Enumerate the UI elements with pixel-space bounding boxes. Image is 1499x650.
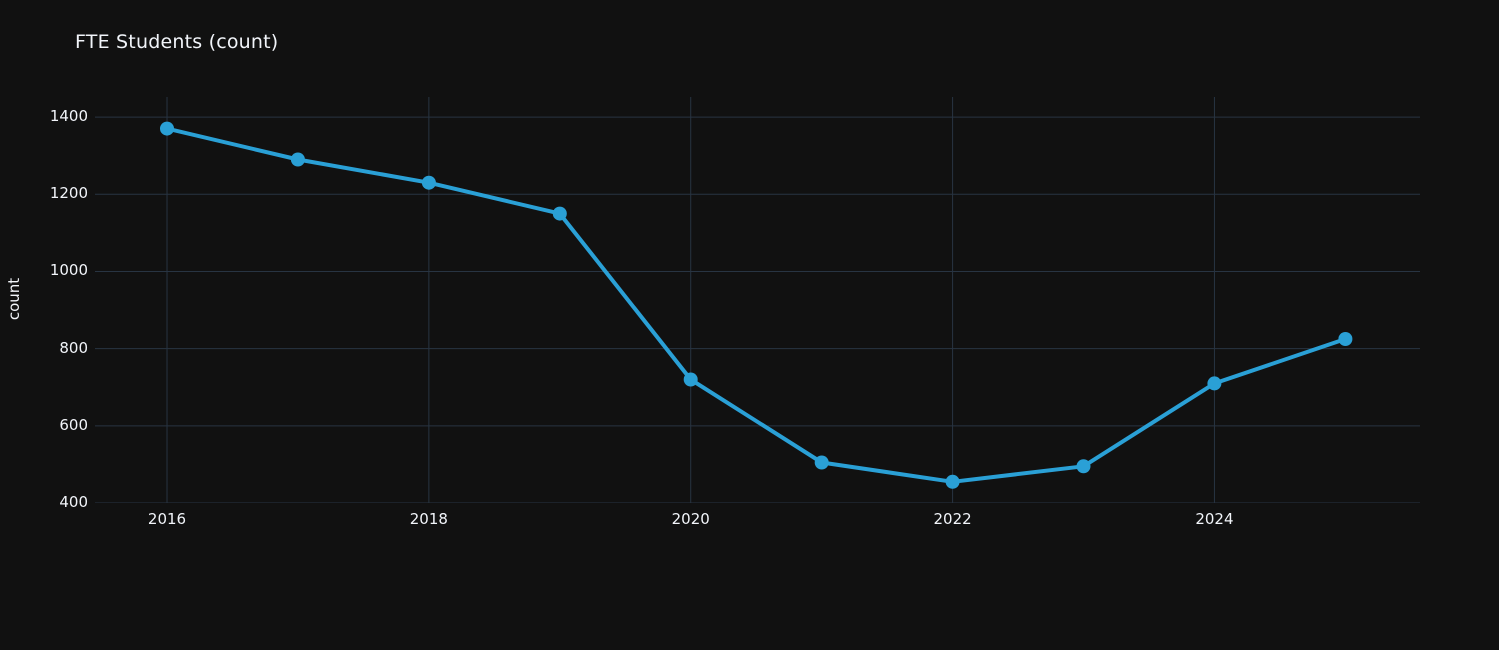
chart-title: FTE Students (count): [75, 31, 279, 53]
x-tick-label: 2016: [147, 510, 187, 528]
data-point-marker: [421, 175, 436, 190]
x-tick-label: 2018: [409, 510, 448, 528]
data-point-marker: [814, 455, 829, 470]
y-tick-label: 600: [59, 415, 88, 434]
data-point-marker: [1338, 332, 1353, 346]
line-chart-canvas: [95, 97, 1420, 503]
data-point-marker: [160, 121, 174, 136]
plot-area[interactable]: [95, 97, 1420, 503]
data-point-marker: [552, 206, 567, 221]
y-axis-title: count: [5, 277, 23, 321]
y-tick-label: 400: [59, 493, 88, 511]
data-point-marker: [1207, 376, 1222, 391]
x-tick-label: 2020: [671, 510, 710, 528]
x-tick-label: 2024: [1195, 510, 1234, 528]
data-point-marker: [683, 372, 698, 387]
data-point-marker: [945, 474, 960, 489]
x-tick-label: 2022: [933, 510, 972, 528]
data-point-marker: [290, 152, 305, 167]
y-tick-label: 1400: [49, 107, 88, 126]
data-point-marker: [1076, 459, 1091, 474]
y-tick-label: 1200: [49, 184, 88, 203]
data-line: [165, 126, 1348, 484]
